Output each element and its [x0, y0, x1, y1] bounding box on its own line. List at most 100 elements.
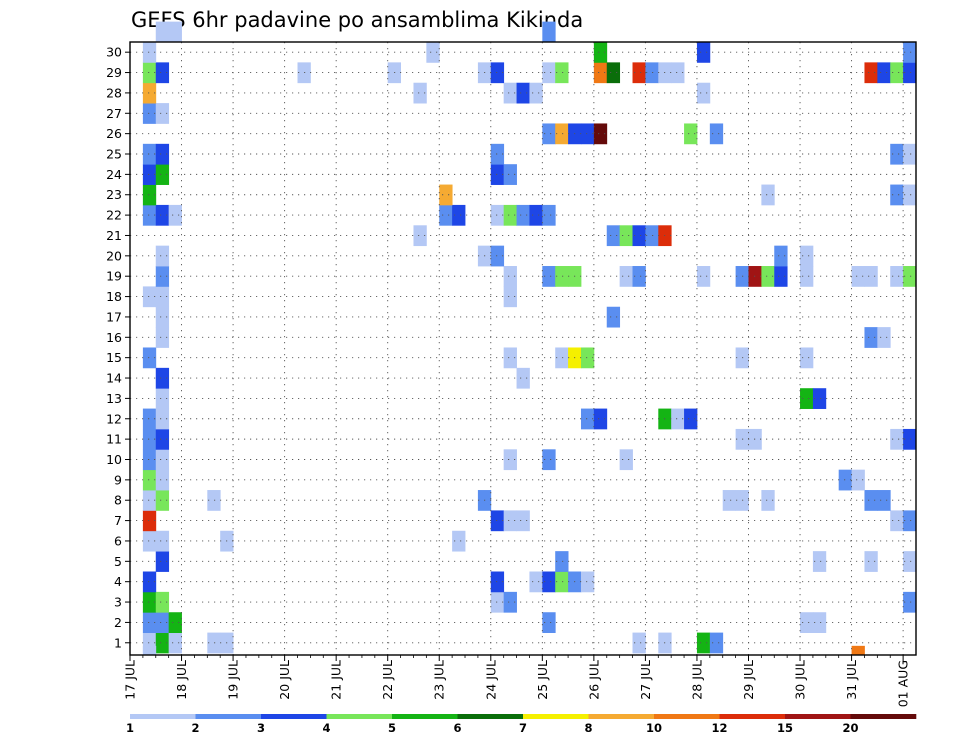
heatmap-cell — [413, 82, 427, 104]
heatmap-cell — [155, 245, 170, 267]
heatmap-cell — [426, 42, 440, 63]
heatmap-cell — [890, 62, 904, 84]
legend-label: 4 — [322, 721, 330, 735]
heatmap-cells — [142, 21, 917, 655]
legend-label: 3 — [257, 721, 265, 735]
heatmap-cell — [490, 62, 505, 84]
heatmap-cell — [155, 408, 170, 430]
heatmap-cell — [838, 469, 852, 491]
heatmap-cell — [800, 388, 814, 409]
grid-lines — [130, 42, 916, 655]
heatmap-cell — [903, 428, 917, 450]
heatmap-cell — [142, 204, 157, 226]
heatmap-cell — [812, 388, 827, 409]
legend-label: 15 — [777, 721, 793, 735]
heatmap-cell — [555, 551, 569, 572]
y-tick-label: 9 — [114, 472, 122, 487]
heatmap-cell — [155, 21, 170, 43]
heatmap-cell — [632, 632, 646, 654]
legend-swatch — [261, 714, 327, 719]
legend-swatch — [785, 714, 851, 719]
y-tick-label: 18 — [106, 289, 122, 304]
legend-label: 12 — [711, 721, 727, 735]
x-tick-label: 21 JUL — [329, 660, 344, 700]
y-tick-label: 17 — [106, 309, 122, 324]
heatmap-cell — [142, 510, 157, 532]
x-tick-label: 29 JUL — [741, 660, 756, 700]
heatmap-cell — [490, 143, 505, 165]
legend-swatch — [588, 714, 655, 719]
heatmap-cell — [142, 347, 157, 369]
heatmap-cell — [671, 408, 685, 430]
heatmap-cell — [709, 632, 724, 654]
heatmap-cell — [490, 245, 505, 267]
x-tick-label: 25 JUL — [535, 660, 550, 700]
heatmap-cell — [864, 327, 878, 348]
heatmap-cell — [696, 266, 711, 287]
legend-swatch — [457, 714, 524, 719]
heatmap-cell — [761, 490, 775, 511]
legend-swatch — [654, 714, 720, 719]
heatmap-cell — [903, 266, 917, 287]
y-tick-label: 3 — [114, 595, 122, 610]
x-tick-label: 01 AUG — [896, 660, 911, 707]
heatmap-cell — [155, 103, 170, 124]
y-tick-label: 5 — [114, 554, 122, 569]
heatmap-cell — [142, 591, 157, 613]
color-legend: 1 2 3 4 5 6 7 8 10 12 15 20 — [126, 714, 917, 735]
legend-swatch — [850, 714, 917, 719]
legend-swatch — [326, 714, 393, 719]
heatmap-cell — [452, 530, 466, 552]
y-tick-label: 15 — [106, 350, 122, 365]
y-tick-label: 7 — [114, 513, 122, 528]
heatmap-cell — [490, 571, 505, 593]
heatmap-cell — [555, 123, 569, 145]
heatmap-cell — [439, 204, 453, 226]
x-tick-label: 27 JUL — [638, 660, 653, 700]
heatmap-cell — [168, 632, 182, 654]
heatmap-cell — [761, 266, 775, 287]
x-tick-label: 26 JUL — [586, 660, 601, 700]
x-tick-label: 19 JUL — [226, 660, 241, 700]
heatmap-cell — [439, 184, 453, 206]
heatmap-cell — [542, 204, 556, 226]
heatmap-cell — [890, 428, 904, 450]
chart-title: GEFS 6hr padavine po ansamblima Kikinda — [131, 8, 583, 32]
heatmap-cell — [168, 21, 182, 43]
heatmap-cell — [142, 449, 157, 471]
heatmap-cell — [542, 571, 556, 593]
heatmap-cell — [142, 408, 157, 430]
y-tick-label: 2 — [114, 615, 122, 630]
heatmap-cell — [155, 490, 170, 511]
plot-frame — [129, 41, 917, 656]
x-axis: 17 JUL 18 JUL 19 JUL 20 JUL 21 JUL 22 JUL 23 J… — [123, 655, 911, 707]
heatmap-cell — [542, 123, 556, 145]
legend-label: 20 — [842, 721, 858, 735]
legend-swatch — [130, 714, 196, 719]
heatmap-cell — [142, 286, 157, 308]
heatmap-cell — [155, 286, 170, 308]
y-tick-label: 23 — [106, 187, 122, 202]
heatmap-cell — [490, 510, 505, 532]
heatmap-cell — [503, 266, 517, 287]
heatmap-cell — [503, 591, 517, 613]
heatmap-cell — [142, 645, 157, 655]
heatmap-cell — [155, 266, 170, 287]
y-tick-label: 22 — [106, 208, 122, 223]
heatmap-cell — [800, 347, 814, 369]
heatmap-cell — [542, 62, 556, 84]
heatmap-cell — [452, 204, 466, 226]
heatmap-cell — [413, 225, 427, 247]
x-tick-label: 30 JUL — [793, 660, 808, 700]
heatmap-cell — [142, 184, 157, 206]
legend-label: 6 — [453, 721, 461, 735]
heatmap-cell — [155, 632, 170, 654]
heatmap-cell — [142, 82, 157, 104]
heatmap-cell — [168, 204, 182, 226]
heatmap-cell — [903, 591, 917, 613]
heatmap-cell — [142, 143, 157, 165]
heatmap-cell — [903, 143, 917, 165]
heatmap-cell — [516, 367, 530, 389]
x-tick-label: 17 JUL — [123, 660, 138, 700]
